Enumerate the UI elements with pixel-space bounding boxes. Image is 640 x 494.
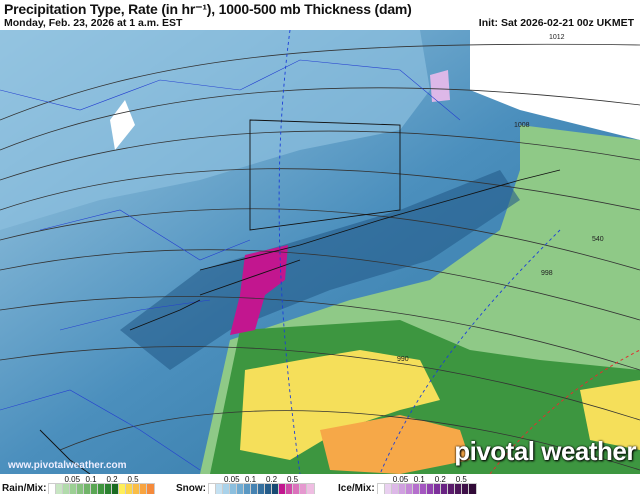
legend-rain-swatch (132, 482, 142, 494)
thickness-lines (278, 30, 561, 474)
legend-rain-swatch (118, 482, 128, 494)
coastline (39, 119, 561, 474)
legend-ice-swatch (411, 482, 421, 494)
snow-mix-region (230, 245, 288, 335)
legend-rain-swatch (104, 482, 114, 494)
init-time: Init: Sat 2026-02-21 00z UKMET (478, 17, 634, 29)
legend-snow-swatch (257, 482, 266, 494)
mix-region (240, 350, 440, 460)
watermark-url: www.pivotalweather.com (8, 460, 127, 471)
header: Precipitation Type, Rate (in hr⁻¹), 1000… (0, 0, 640, 30)
legend-ice-swatch (404, 482, 414, 494)
legend-snow-swatch (285, 482, 294, 494)
legend-snow-swatch (299, 482, 308, 494)
legend-rain: Rain/Mix: 0.05 0.1 0.2 0.5 (2, 475, 156, 494)
legend-snow: Snow: 0.05 0.1 0.2 0.5 (176, 475, 315, 494)
map-title: Precipitation Type, Rate (in hr⁻¹), 1000… (4, 1, 412, 17)
legend-snow-swatch (278, 482, 287, 494)
legend-rain-swatch (139, 482, 149, 494)
legend-snow-swatch (215, 482, 224, 494)
legend-snow-swatch (236, 482, 245, 494)
legend-ice-swatch (390, 482, 400, 494)
valid-time: Monday, Feb. 23, 2026 at 1 a.m. EST (4, 17, 183, 29)
legend-rain-swatch (62, 482, 72, 494)
legend-ice-swatch (432, 482, 442, 494)
legend-rain-swatch (83, 482, 93, 494)
legend-snow-swatch (250, 482, 259, 494)
legend-ice-tick: 0.05 (392, 474, 409, 484)
legend-rain-tick: 0.1 (85, 474, 97, 484)
legend-ice-swatch (418, 482, 428, 494)
legend-snow-tick: 0.5 (287, 474, 299, 484)
legend-snow-swatch (243, 482, 252, 494)
pivotal-weather-logo: pivotal weather (454, 436, 636, 466)
legend-snow-swatch (306, 482, 315, 494)
legend: Rain/Mix: 0.05 0.1 0.2 0.5 Snow: 0.05 0.1 0.2 0.… (0, 474, 640, 494)
legend-ice-swatch (439, 482, 449, 494)
legend-ice-tick: 0.1 (413, 474, 425, 484)
legend-rain-swatch (55, 482, 65, 494)
legend-snow-swatch (271, 482, 280, 494)
legend-rain-swatch (111, 482, 121, 494)
legend-snow-tick: 0.2 (266, 474, 278, 484)
contour-label-990: 990 (397, 356, 409, 363)
contour-label-1012: 1012 (549, 34, 565, 41)
legend-rain-tick: 0.05 (64, 474, 81, 484)
white-gap (110, 100, 135, 150)
legend-rain-swatch (97, 482, 107, 494)
legend-snow-swatch (292, 482, 301, 494)
legend-ice-swatch (460, 482, 470, 494)
legend-ice-tick: 0.2 (434, 474, 446, 484)
legend-snow-tick: 0.05 (224, 474, 240, 484)
legend-ice-swatch (453, 482, 463, 494)
legend-rain-label: Rain/Mix: (2, 483, 47, 494)
legend-ice-swatches: 0.05 0.1 0.2 0.5 (376, 475, 477, 494)
contour-label-540: 540 (592, 236, 604, 243)
legend-ice-swatch (425, 482, 435, 494)
legend-rain-swatch (90, 482, 100, 494)
legend-rain-swatch (76, 482, 86, 494)
borders (0, 59, 461, 471)
legend-snow-swatches: 0.05 0.1 0.2 0.5 (208, 475, 315, 494)
legend-ice-tick: 0.5 (455, 474, 467, 484)
legend-snow-tick: 0.1 (245, 474, 257, 484)
legend-snow-swatch (222, 482, 231, 494)
legend-ice-label: Ice/Mix: (338, 483, 375, 494)
legend-rain-tick: 0.5 (127, 474, 139, 484)
contour-label-1008: 1008 (514, 122, 530, 129)
ice-region (430, 70, 450, 102)
legend-ice: Ice/Mix: 0.05 0.1 0.2 0.5 (338, 475, 477, 494)
legend-rain-swatch (69, 482, 79, 494)
contour-label-998: 998 (541, 270, 553, 277)
clear-region-ne (470, 30, 640, 140)
legend-ice-swatch (383, 482, 393, 494)
legend-rain-swatch (125, 482, 135, 494)
legend-ice-swatch (376, 482, 386, 494)
legend-ice-swatch (467, 482, 477, 494)
mix-region-east (580, 380, 640, 450)
legend-ice-swatch (397, 482, 407, 494)
legend-ice-swatch (446, 482, 456, 494)
legend-rain-tick: 0.2 (106, 474, 118, 484)
legend-rain-swatches: 0.05 0.1 0.2 0.5 (48, 475, 156, 494)
legend-rain-swatch (48, 482, 58, 494)
mix-heavy-region (320, 415, 470, 474)
legend-snow-label: Snow: (176, 483, 206, 494)
isobars (0, 43, 640, 471)
legend-snow-swatch (208, 482, 217, 494)
legend-snow-swatch (229, 482, 238, 494)
precipitation-map: 1012 1008 540 998 990 (0, 30, 640, 474)
legend-rain-swatch (146, 482, 156, 494)
heavy-snow-band (120, 170, 520, 370)
light-snow-region (0, 30, 430, 230)
legend-snow-swatch (264, 482, 273, 494)
